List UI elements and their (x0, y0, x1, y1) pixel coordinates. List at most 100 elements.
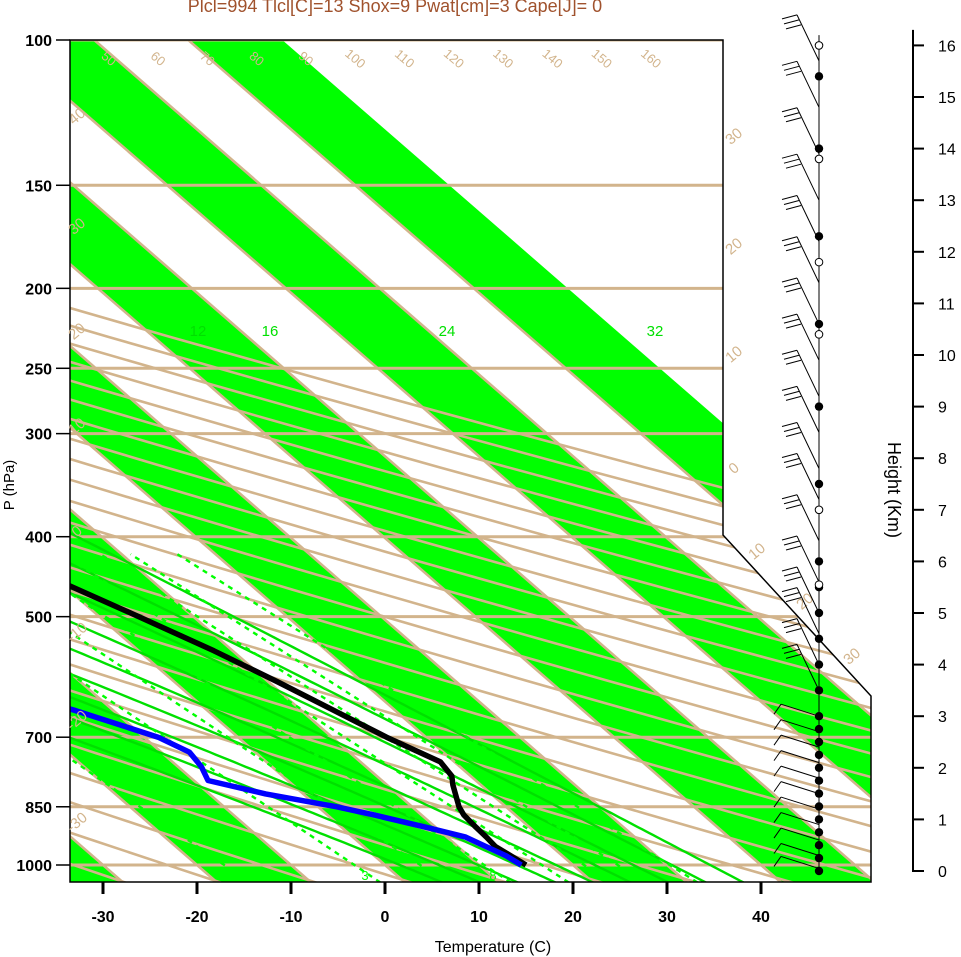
dry-adiabat-line (70, 40, 871, 882)
wind-barb-flag (781, 422, 798, 428)
wind-barb-flag (773, 734, 782, 746)
pressure-tick-label: 500 (25, 610, 52, 627)
wind-barb-flag (785, 462, 802, 468)
wind-level-dot (814, 815, 824, 824)
height-tick-label: 6 (938, 554, 947, 571)
pressure-tick-label: 1000 (16, 858, 52, 875)
wind-barb-flag (783, 390, 800, 396)
isotherm-line (70, 40, 614, 882)
wind-barb-flag (781, 153, 798, 159)
isotherm-band (70, 40, 871, 882)
dewpoint-profile-line (70, 40, 523, 868)
height-tick-label: 3 (938, 709, 947, 726)
height-tick-label: 12 (938, 245, 956, 262)
wind-barb-flag (773, 781, 782, 792)
moist-adiabat-line (70, 337, 481, 882)
isotherm-line (70, 40, 520, 882)
wind-barb-flag (773, 750, 782, 761)
x-axis-label: Temperature (C) (435, 939, 551, 956)
isotherm-label: 10 (722, 343, 746, 367)
dry-adiabat-label: 160 (638, 46, 664, 71)
temperature-tick-label: -10 (279, 909, 302, 926)
mixing-ratio-label: 8 (489, 868, 496, 883)
wind-barb-shaft (796, 535, 820, 583)
wind-barb-flag (781, 535, 798, 541)
dry-adiabat-line (70, 40, 871, 882)
dry-adiabat-line (70, 40, 871, 882)
isotherm-label: 20 (65, 320, 89, 344)
moist-adiabat-line (70, 337, 519, 882)
wind-barb-shaft (796, 277, 820, 325)
wind-level-dot (814, 841, 824, 850)
mixing-ratio-lines (70, 553, 699, 882)
wind-barb-shaft (780, 781, 820, 795)
wind-level-dot (814, 660, 824, 669)
wind-barb-flag (785, 628, 802, 634)
wind-barb-flag (781, 107, 798, 113)
wind-barb-shaft (780, 750, 820, 764)
height-tick-label: 5 (938, 606, 947, 623)
wind-barb-flag (785, 359, 802, 365)
wind-barb-flag (785, 246, 802, 252)
pressure-tick-label: 100 (25, 33, 52, 50)
wind-barb-flag (785, 24, 802, 30)
wind-barb-shaft (780, 843, 820, 856)
pressure-tick-label: 700 (25, 730, 52, 747)
wind-barb-flag (785, 653, 802, 659)
mixing-ratio-line (70, 553, 570, 882)
dry-adiabat-line (70, 40, 871, 882)
wind-barb-flag (783, 354, 800, 360)
moist-adiabat-label: 12 (190, 323, 207, 340)
wind-level-dot (814, 319, 824, 329)
isotherm-band (70, 40, 707, 882)
mixing-ratio-line (70, 553, 382, 882)
wind-barb-flag (781, 452, 798, 458)
wind-barb-flag (783, 241, 800, 247)
temperature-tick-label: 0 (381, 909, 390, 926)
wind-barb-flag (773, 843, 782, 854)
wind-barb-flag (783, 65, 800, 71)
wind-barb-shaft (796, 386, 820, 433)
wind-barb-shaft (796, 587, 820, 634)
dry-adiabat-line (70, 40, 871, 882)
temperature-tick-label: -30 (91, 909, 114, 926)
wind-level-dot (814, 72, 824, 81)
wind-barb-flag (783, 19, 800, 25)
temperature-tick-label: 40 (752, 909, 770, 926)
wind-barb-flag (781, 236, 798, 242)
dry-adiabat-line (70, 40, 871, 882)
wind-level-dot (814, 402, 824, 411)
wind-barb-shaft (796, 644, 820, 691)
wind-level-circle (814, 41, 824, 50)
wind-barb-flag (783, 592, 800, 598)
pressure-tick-label: 400 (25, 530, 52, 547)
wind-barb-flag (783, 112, 800, 118)
wind-barb-flag (773, 827, 782, 839)
isotherm-label: -30 (63, 809, 91, 836)
height-tick-label: 4 (938, 658, 947, 675)
wind-barb-flag (781, 385, 798, 391)
pressure-tick-label: 150 (25, 178, 52, 195)
wind-level-circle (814, 154, 824, 164)
isotherm-line (70, 40, 802, 882)
dry-adiabat-line (70, 40, 871, 882)
wind-barb-shaft (780, 719, 820, 733)
wind-barb-shaft (796, 618, 820, 665)
wind-barb-flag (773, 703, 782, 715)
wind-barb-flag (781, 14, 798, 20)
wind-barb-flag (783, 499, 800, 505)
wind-barb-shaft (780, 703, 820, 717)
mixing-ratio-line (176, 553, 699, 882)
dry-adiabat-line (70, 40, 562, 882)
wind-barb-shaft (796, 14, 820, 62)
wind-level-dot (814, 557, 824, 566)
dry-adiabat-line (70, 40, 852, 882)
height-tick-label: 16 (938, 38, 956, 55)
mixing-ratio-label: 3 (361, 868, 368, 883)
isotherm-band (167, 40, 871, 882)
y-axis-label: P (hPa) (1, 460, 18, 511)
wind-barb-flag (781, 494, 798, 500)
wind-level-dot (814, 144, 824, 153)
moist-adiabat-line (70, 337, 745, 882)
temperature-tick-label: 10 (470, 909, 488, 926)
